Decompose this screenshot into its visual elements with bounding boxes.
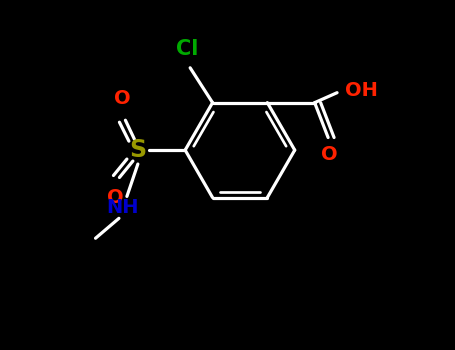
- Text: O: O: [107, 188, 124, 208]
- Text: OH: OH: [344, 81, 377, 100]
- Text: Cl: Cl: [177, 39, 199, 59]
- Text: O: O: [114, 89, 130, 108]
- Text: O: O: [321, 145, 338, 164]
- Text: NH: NH: [106, 198, 139, 217]
- Text: S: S: [129, 138, 147, 162]
